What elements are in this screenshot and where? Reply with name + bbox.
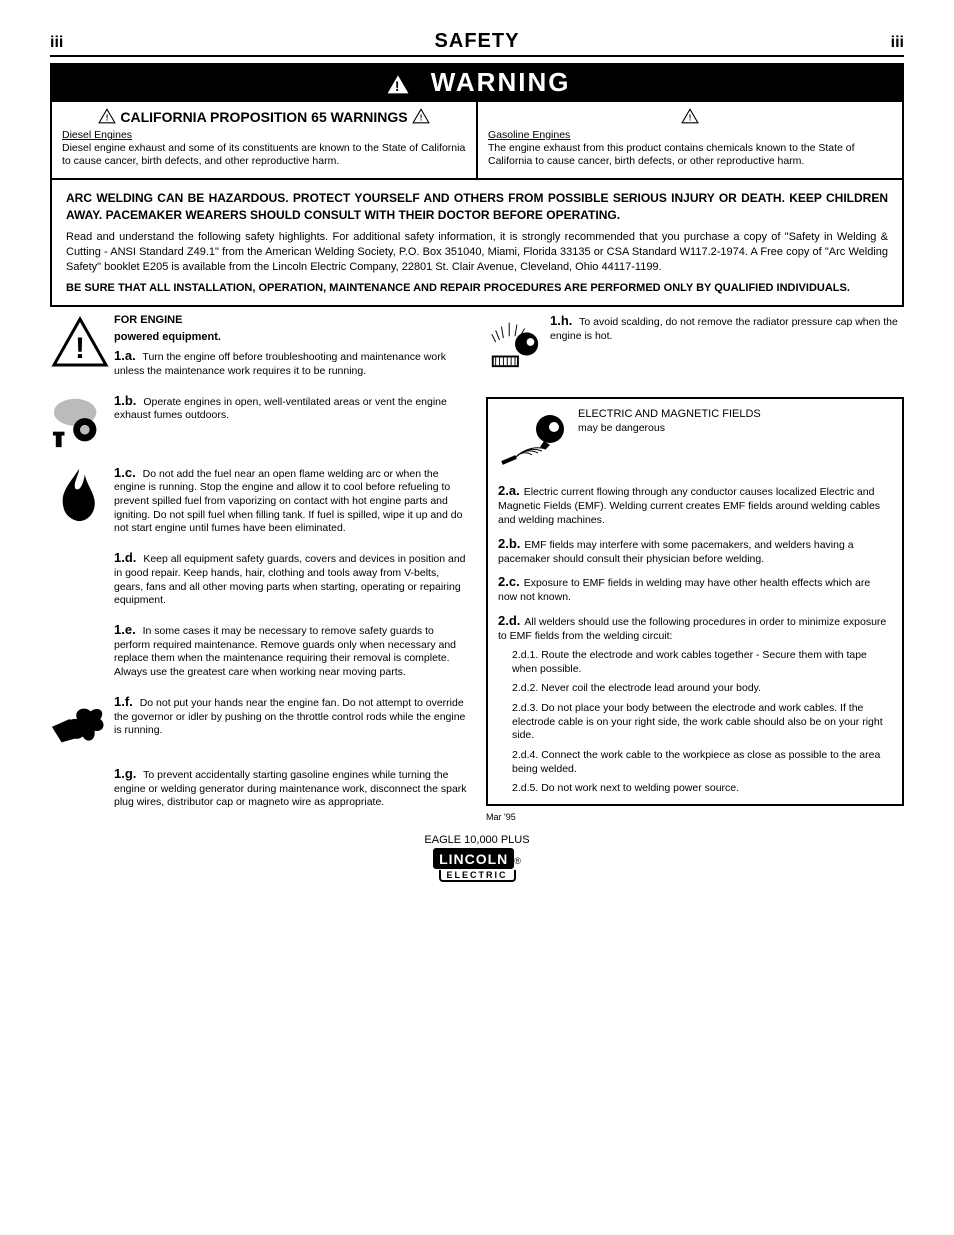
min-t1: Route the electrode and work cables toge…: [512, 649, 867, 675]
min-t3: Do not place your body between the elect…: [512, 702, 883, 741]
page-title: SAFETY: [435, 30, 520, 53]
safety-columns: ! FOR ENGINE powered equipment. 1.a. Tur…: [50, 313, 904, 823]
min-t4: Connect the work cable to the workpiece …: [512, 749, 880, 775]
caution-gas-body: Gasoline Engines The engine exhaust from…: [488, 129, 892, 168]
intro-para1: Read and understand the following safety…: [66, 230, 888, 275]
fuel-text: Do not add the fuel near an open flame w…: [114, 468, 462, 535]
health-text: Exposure to EMF fields in welding may ha…: [498, 577, 870, 603]
block-guards2: 1.e. In some cases it may be necessary t…: [50, 622, 468, 680]
caution-gas-prefix: Gasoline Engines: [488, 129, 570, 141]
fuel-num: 1.c.: [114, 465, 136, 480]
svg-text:!: !: [75, 332, 85, 365]
vent-num: 1.b.: [114, 393, 136, 408]
svg-text:!: !: [419, 114, 422, 123]
min-item-5: 2.d.5. Do not work next to welding power…: [512, 782, 892, 796]
emf-box: ELECTRIC AND MAGNETIC FIELDS may be dang…: [486, 397, 904, 806]
min-sub5: 2.d.5.: [512, 782, 538, 794]
block-spark: 1.g. To prevent accidentally starting ga…: [50, 766, 468, 810]
guards2-text: In some cases it may be necessary to rem…: [114, 625, 456, 678]
caution-cell-diesel: ! CALIFORNIA PROPOSITION 65 WARNINGS ! D…: [52, 102, 478, 178]
scald-icon: [486, 313, 544, 371]
min-sub4: 2.d.4.: [512, 749, 538, 761]
min-sub1: 2.d.1.: [512, 649, 538, 661]
caution-triangle-icon: !: [98, 108, 116, 124]
emf-icon: [498, 407, 570, 479]
svg-text:!: !: [394, 79, 400, 94]
min-item-4: 2.d.4. Connect the work cable to the wor…: [512, 749, 892, 776]
left-column: ! FOR ENGINE powered equipment. 1.a. Tur…: [50, 313, 468, 823]
min-item-2: 2.d.2. Never coil the electrode lead aro…: [512, 682, 892, 696]
engine-item: Turn the engine off before troubleshooti…: [114, 351, 446, 377]
block-engine: ! FOR ENGINE powered equipment. 1.a. Tur…: [50, 313, 468, 378]
flame-icon: [50, 465, 108, 523]
svg-text:!: !: [689, 114, 692, 123]
caution-triangle-icon: !: [412, 108, 430, 124]
caution-row: ! CALIFORNIA PROPOSITION 65 WARNINGS ! D…: [50, 102, 904, 180]
lincoln-logo: LINCOLN® ELECTRIC: [50, 848, 904, 882]
block-guards: 1.d. Keep all equipment safety guards, c…: [50, 550, 468, 608]
block-radiator: 1.h. To avoid scalding, do not remove th…: [486, 313, 904, 371]
min-sub2: 2.d.2.: [512, 682, 538, 694]
warning-banner-text: WARNING: [431, 67, 571, 97]
spark-text: To prevent accidentally starting gasolin…: [114, 769, 467, 809]
fan-text: Do not put your hands near the engine fa…: [114, 697, 465, 737]
fumes-icon: [50, 393, 108, 451]
engine-sub: powered equipment.: [114, 330, 468, 344]
spark-num: 1.g.: [114, 766, 136, 781]
min-num: 2.d.: [498, 613, 520, 628]
page-header: iii SAFETY iii: [50, 30, 904, 57]
page-number-left: iii: [50, 34, 63, 52]
caution-diesel-body: Diesel Engines Diesel engine exhaust and…: [62, 129, 466, 168]
intro-lead: ARC WELDING CAN BE HAZARDOUS. PROTECT YO…: [66, 191, 888, 222]
engine-title: FOR ENGINE: [114, 313, 468, 327]
min-t5: Do not work next to welding power source…: [541, 782, 739, 794]
footnote-date: Mar '95: [486, 812, 904, 822]
vent-text: Operate engines in open, well-ventilated…: [114, 396, 447, 422]
logo-top: LINCOLN: [433, 848, 514, 869]
guards-text: Keep all equipment safety guards, covers…: [114, 553, 466, 606]
intro-box: ARC WELDING CAN BE HAZARDOUS. PROTECT YO…: [50, 180, 904, 307]
guards-num: 1.d.: [114, 550, 136, 565]
pace-text: EMF fields may interfere with some pacem…: [498, 539, 854, 565]
caution-gas-text: The engine exhaust from this product con…: [488, 142, 855, 167]
page-number-right: iii: [891, 34, 904, 52]
fan-num: 1.f.: [114, 694, 133, 709]
guards2-num: 1.e.: [114, 622, 136, 637]
caution-diesel-prefix: Diesel Engines: [62, 129, 132, 141]
min-sub3: 2.d.3.: [512, 702, 538, 714]
logo-bottom: ELECTRIC: [439, 870, 516, 882]
block-fuel: 1.c. Do not add the fuel near an open fl…: [50, 465, 468, 536]
min-t2: Never coil the electrode lead around you…: [541, 682, 761, 694]
caution-diesel-text: Diesel engine exhaust and some of its co…: [62, 142, 465, 167]
right-column: 1.h. To avoid scalding, do not remove th…: [486, 313, 904, 823]
warning-triangle-icon: !: [384, 72, 412, 96]
health-num: 2.c.: [498, 574, 520, 589]
emf-text: Electric current flowing through any con…: [498, 486, 880, 526]
fan-hand-icon: [50, 694, 108, 752]
rad-num: 1.h.: [550, 313, 572, 328]
emf-num: 2.a.: [498, 483, 520, 498]
product-name: EAGLE 10,000 PLUS: [50, 834, 904, 846]
min-item-1: 2.d.1. Route the electrode and work cabl…: [512, 649, 892, 676]
min-item-3: 2.d.3. Do not place your body between th…: [512, 702, 892, 743]
caution-head-cal: CALIFORNIA PROPOSITION 65 WARNINGS: [120, 109, 407, 125]
pace-num: 2.b.: [498, 536, 520, 551]
engine-num: 1.a.: [114, 348, 136, 363]
caution-cell-gas: ! Gasoline Engines The engine exhaust fr…: [478, 102, 902, 178]
block-ventilate: 1.b. Operate engines in open, well-venti…: [50, 393, 468, 451]
intro-para2: BE SURE THAT ALL INSTALLATION, OPERATION…: [66, 282, 850, 294]
rad-text: To avoid scalding, do not remove the rad…: [550, 316, 898, 342]
svg-text:!: !: [106, 114, 109, 123]
caution-triangle-icon: !: [681, 108, 699, 124]
warning-icon: !: [50, 313, 110, 373]
product-footer: EAGLE 10,000 PLUS LINCOLN® ELECTRIC: [50, 834, 904, 882]
warning-banner: ! WARNING: [50, 63, 904, 102]
min-lead: All welders should use the following pro…: [498, 616, 886, 642]
block-fan: 1.f. Do not put your hands near the engi…: [50, 694, 468, 752]
